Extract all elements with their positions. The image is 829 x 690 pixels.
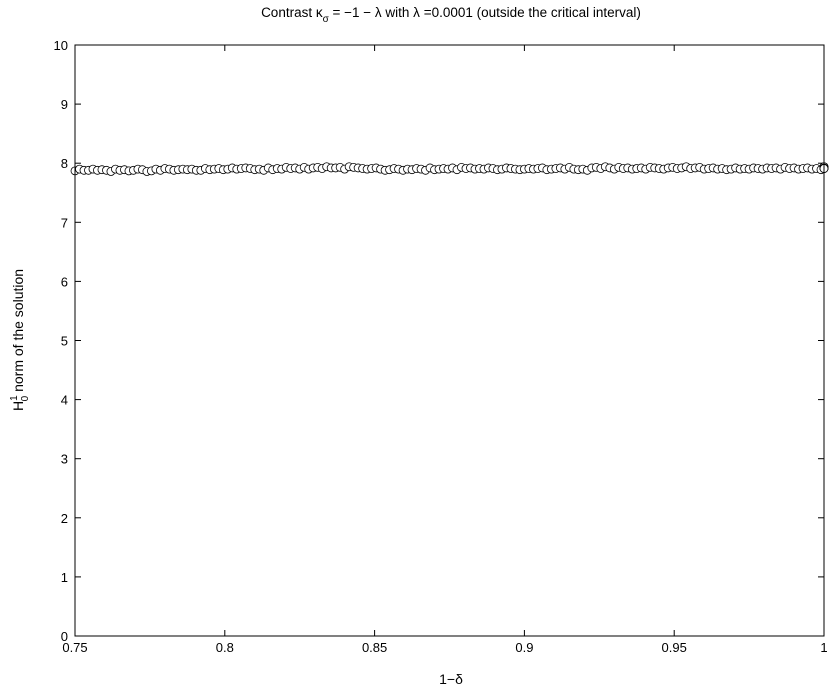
plot-frame: [74, 44, 825, 637]
x-tick-label: 0.95: [662, 640, 687, 655]
y-tick-label: 1: [61, 570, 68, 585]
y-tick-label: 10: [54, 38, 68, 53]
y-tick-label: 5: [61, 334, 68, 349]
x-tick-label: 0.85: [362, 640, 387, 655]
y-tick-label: 7: [61, 215, 68, 230]
x-tick-label: 1: [820, 640, 827, 655]
x-axis: 0.75 0.8 0.85 0.9 0.95 1: [62, 45, 828, 655]
plot-area: [75, 45, 824, 636]
y-axis-label: H10 norm of the solution: [9, 269, 31, 411]
chart-title-prefix: Contrast κ: [261, 5, 323, 20]
y-axis-label-rest: norm of the solution: [10, 269, 26, 396]
x-tick-label: 0.75: [62, 640, 87, 655]
x-axis-label: 1−δ: [439, 671, 463, 687]
y-tick-label: 6: [61, 274, 68, 289]
y-tick-label: 8: [61, 156, 68, 171]
x-tick-label: 0.8: [216, 640, 234, 655]
y-axis-label-superscript: 1: [9, 395, 20, 401]
y-tick-label: 3: [61, 452, 68, 467]
y-tick-label: 2: [61, 511, 68, 526]
x-tick-label: 0.9: [515, 640, 533, 655]
series-line: [70, 162, 829, 176]
y-tick-label: 9: [61, 97, 68, 112]
chart-title-subscript: σ: [323, 14, 330, 25]
y-axis-label-subscript: 0: [20, 395, 31, 401]
chart-title-suffix: = −1 − λ with λ =0.0001 (outside the cri…: [329, 5, 641, 20]
y-axis: 0 1 2 3 4 5 6 7 8 9 10: [54, 38, 824, 644]
y-axis-label-base: H: [10, 401, 26, 411]
chart-title: Contrast κσ = −1 − λ with λ =0.0001 (out…: [261, 5, 641, 25]
y-tick-label: 4: [61, 393, 68, 408]
y-tick-label: 0: [61, 629, 68, 644]
